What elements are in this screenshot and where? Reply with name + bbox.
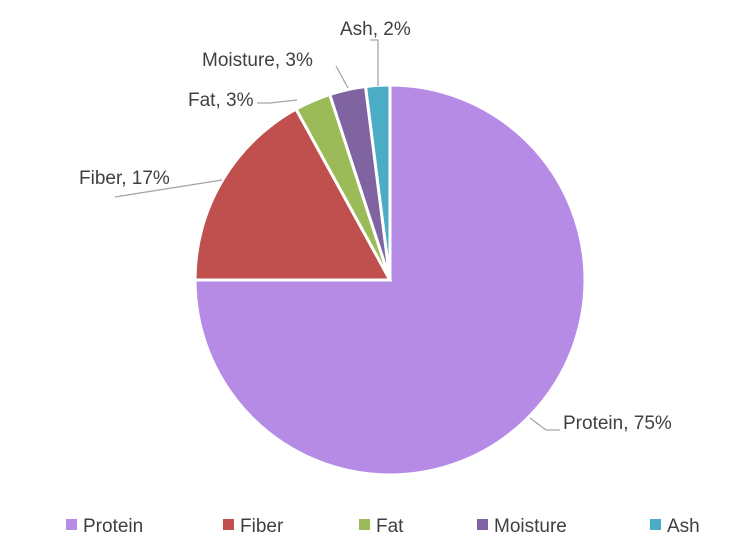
leader-line-protein xyxy=(529,417,560,431)
data-label-moisture: Moisture, 3% xyxy=(202,50,313,71)
legend-label-protein: Protein xyxy=(83,516,143,537)
pie-slice-fiber xyxy=(193,107,393,282)
legend-label-fiber: Fiber xyxy=(240,516,284,537)
legend-swatch-fat xyxy=(359,519,370,530)
data-label-ash: Ash, 2% xyxy=(340,19,411,40)
legend-swatch-fiber xyxy=(223,519,234,530)
leader-line-fiber xyxy=(114,179,223,198)
legend-label-ash: Ash xyxy=(667,516,700,537)
data-label-fiber: Fiber, 17% xyxy=(79,168,170,189)
legend-swatch-ash xyxy=(650,519,661,530)
leader-line-fat xyxy=(257,99,298,104)
pie-slice-protein xyxy=(193,83,587,477)
legend-swatch-protein xyxy=(66,519,77,530)
leader-line-moisture xyxy=(335,65,349,89)
legend-label-fat: Fat xyxy=(376,516,404,537)
data-label-fat: Fat, 3% xyxy=(188,90,254,111)
leader-line-ash xyxy=(370,39,379,86)
data-label-protein: Protein, 75% xyxy=(563,413,672,434)
legend-label-moisture: Moisture xyxy=(494,516,567,537)
legend-swatch-moisture xyxy=(477,519,488,530)
